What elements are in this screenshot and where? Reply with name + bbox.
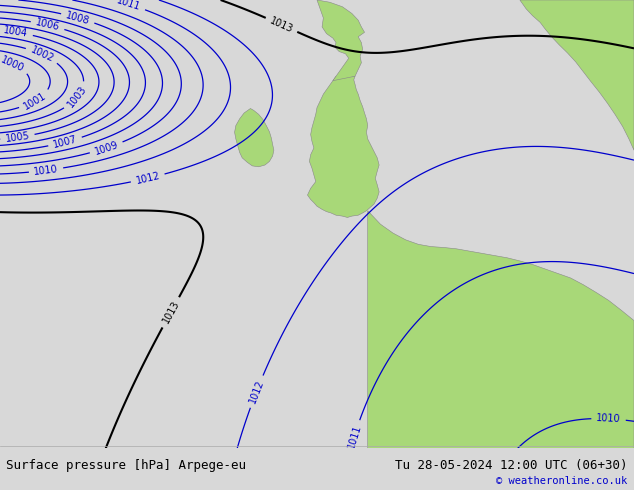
Text: 1005: 1005 <box>4 131 30 144</box>
Text: 1007: 1007 <box>52 134 79 150</box>
Text: 1004: 1004 <box>3 25 29 39</box>
Text: 1003: 1003 <box>66 84 89 110</box>
Text: 1012: 1012 <box>134 171 161 186</box>
Text: Surface pressure [hPa] Arpege-eu: Surface pressure [hPa] Arpege-eu <box>6 459 247 472</box>
Text: 1013: 1013 <box>160 299 181 325</box>
Text: 1013: 1013 <box>268 15 295 34</box>
Text: 1011: 1011 <box>115 0 142 13</box>
Text: 1001: 1001 <box>22 90 48 111</box>
Text: 1000: 1000 <box>0 54 26 74</box>
Text: 1009: 1009 <box>93 139 120 156</box>
Polygon shape <box>307 76 379 218</box>
Polygon shape <box>317 0 365 81</box>
Text: 1010: 1010 <box>34 164 59 177</box>
Text: © weatheronline.co.uk: © weatheronline.co.uk <box>496 476 628 487</box>
Polygon shape <box>235 108 274 167</box>
Text: 1012: 1012 <box>247 378 266 405</box>
Text: 1011: 1011 <box>346 423 363 450</box>
Polygon shape <box>368 211 634 448</box>
Polygon shape <box>520 0 634 150</box>
Text: Tu 28-05-2024 12:00 UTC (06+30): Tu 28-05-2024 12:00 UTC (06+30) <box>395 459 628 472</box>
Text: 1008: 1008 <box>65 10 91 26</box>
Text: 1010: 1010 <box>596 413 621 424</box>
Text: 1002: 1002 <box>29 45 55 64</box>
Text: 1006: 1006 <box>35 18 61 33</box>
